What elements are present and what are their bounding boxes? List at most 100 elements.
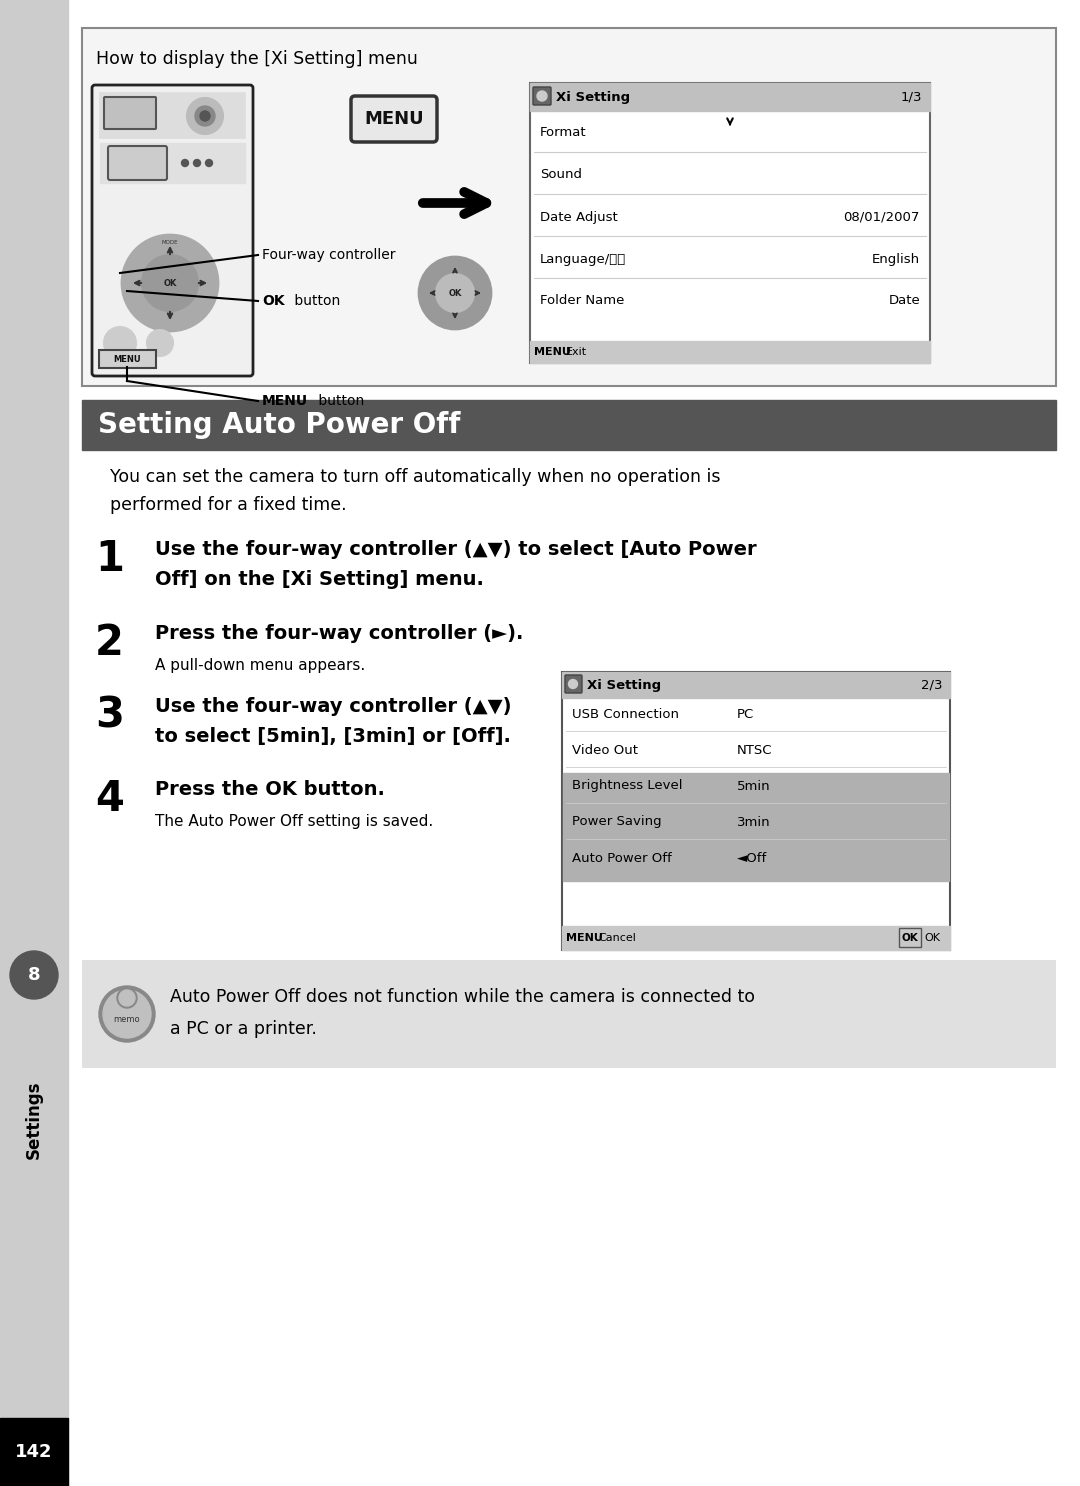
Text: Exit: Exit — [566, 348, 588, 357]
Circle shape — [187, 98, 222, 134]
Circle shape — [537, 91, 546, 101]
Text: button: button — [291, 294, 340, 308]
Text: MODE: MODE — [162, 241, 178, 245]
Bar — [563, 808, 949, 846]
Text: English: English — [872, 253, 920, 266]
Text: Format: Format — [540, 126, 586, 140]
Text: OK: OK — [262, 294, 285, 308]
FancyBboxPatch shape — [99, 351, 156, 369]
Text: Four-way controller: Four-way controller — [262, 248, 395, 262]
Text: MENU: MENU — [262, 394, 308, 409]
Text: performed for a fixed time.: performed for a fixed time. — [110, 496, 347, 514]
Bar — [100, 94, 245, 138]
Text: Language/言語: Language/言語 — [540, 253, 626, 266]
Text: 8: 8 — [28, 966, 40, 984]
Text: MENU: MENU — [364, 110, 423, 128]
Text: Brightness Level: Brightness Level — [572, 780, 683, 792]
Text: button: button — [314, 394, 364, 409]
Circle shape — [205, 159, 213, 166]
Text: a PC or a printer.: a PC or a printer. — [170, 1019, 316, 1039]
Circle shape — [141, 256, 198, 311]
Text: MENU: MENU — [113, 355, 140, 364]
Text: 4: 4 — [95, 779, 124, 820]
Bar — [562, 672, 950, 950]
Circle shape — [200, 111, 210, 120]
FancyBboxPatch shape — [899, 927, 921, 947]
Bar — [563, 846, 949, 881]
Text: Press the four-way controller (►).: Press the four-way controller (►). — [156, 624, 524, 643]
Text: Date Adjust: Date Adjust — [540, 211, 618, 223]
FancyBboxPatch shape — [534, 88, 551, 106]
Bar — [82, 400, 1056, 450]
Text: 3: 3 — [95, 695, 124, 737]
Text: to select [5min], [3min] or [Off].: to select [5min], [3min] or [Off]. — [156, 727, 511, 746]
Text: The Auto Power Off setting is saved.: The Auto Power Off setting is saved. — [156, 814, 433, 829]
Text: Settings: Settings — [25, 1080, 43, 1159]
Circle shape — [122, 235, 218, 331]
Text: 1: 1 — [95, 538, 124, 580]
Bar — [563, 773, 949, 808]
Bar — [0, 0, 68, 1486]
Circle shape — [104, 327, 136, 360]
Text: NTSC: NTSC — [737, 743, 772, 756]
Circle shape — [99, 987, 156, 1042]
Text: USB Connection: USB Connection — [572, 707, 679, 721]
Text: A pull-down menu appears.: A pull-down menu appears. — [156, 658, 365, 673]
Bar — [562, 926, 950, 950]
Text: Off] on the [Xi Setting] menu.: Off] on the [Xi Setting] menu. — [156, 571, 484, 588]
Text: MENU: MENU — [566, 933, 603, 944]
Text: Use the four-way controller (▲▼): Use the four-way controller (▲▼) — [156, 697, 512, 716]
Text: Use the four-way controller (▲▼) to select [Auto Power: Use the four-way controller (▲▼) to sele… — [156, 539, 757, 559]
Circle shape — [147, 330, 173, 357]
Text: Auto Power Off: Auto Power Off — [572, 851, 672, 865]
Text: Setting Auto Power Off: Setting Auto Power Off — [98, 412, 460, 438]
Text: Press the OK button.: Press the OK button. — [156, 780, 384, 799]
Text: 2: 2 — [95, 623, 124, 664]
Text: Folder Name: Folder Name — [540, 294, 624, 308]
Text: Cancel: Cancel — [598, 933, 636, 944]
Text: OK: OK — [924, 933, 940, 944]
Circle shape — [195, 106, 215, 126]
FancyBboxPatch shape — [92, 85, 253, 376]
FancyBboxPatch shape — [565, 675, 582, 692]
Circle shape — [119, 990, 135, 1006]
Text: 08/01/2007: 08/01/2007 — [843, 211, 920, 223]
Circle shape — [568, 679, 578, 688]
Circle shape — [436, 273, 474, 312]
Text: ◄Off: ◄Off — [737, 851, 767, 865]
Bar — [82, 960, 1056, 1068]
Text: Sound: Sound — [540, 168, 582, 181]
Text: memo: memo — [113, 1015, 140, 1024]
Circle shape — [193, 159, 201, 166]
FancyBboxPatch shape — [351, 97, 437, 143]
Text: MENU: MENU — [534, 348, 571, 357]
Text: Auto Power Off does not function while the camera is connected to: Auto Power Off does not function while t… — [170, 988, 755, 1006]
Text: How to display the [Xi Setting] menu: How to display the [Xi Setting] menu — [96, 51, 418, 68]
Text: PC: PC — [737, 707, 754, 721]
Circle shape — [10, 951, 58, 999]
Text: OK: OK — [902, 933, 918, 944]
FancyBboxPatch shape — [104, 97, 156, 129]
Circle shape — [117, 988, 137, 1008]
Text: 1/3: 1/3 — [901, 91, 922, 104]
Text: Date: Date — [888, 294, 920, 308]
Text: OK: OK — [163, 278, 177, 287]
Bar — [530, 340, 930, 363]
Text: You can set the camera to turn off automatically when no operation is: You can set the camera to turn off autom… — [110, 468, 720, 486]
Bar — [0, 1418, 68, 1486]
Circle shape — [103, 990, 151, 1039]
Text: Xi Setting: Xi Setting — [588, 679, 661, 691]
Text: 3min: 3min — [737, 816, 771, 829]
Text: Video Out: Video Out — [572, 743, 638, 756]
Bar — [562, 672, 950, 698]
Circle shape — [419, 257, 491, 328]
Text: 2/3: 2/3 — [920, 679, 942, 691]
Text: Xi Setting: Xi Setting — [556, 91, 630, 104]
Text: OK: OK — [448, 288, 461, 297]
Bar — [100, 143, 245, 183]
FancyBboxPatch shape — [108, 146, 167, 180]
Bar — [530, 83, 930, 111]
Text: 5min: 5min — [737, 780, 771, 792]
Text: Power Saving: Power Saving — [572, 816, 662, 829]
Bar — [530, 83, 930, 363]
